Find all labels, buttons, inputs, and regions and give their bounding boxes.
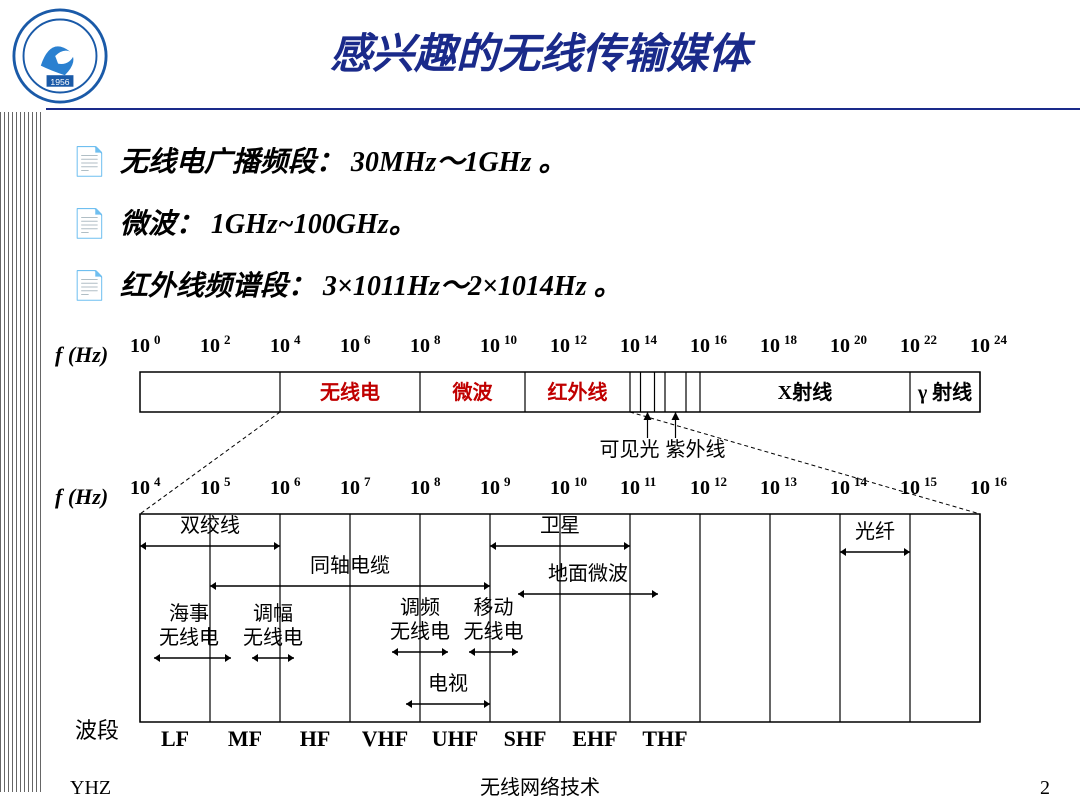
svg-text:11: 11 (644, 474, 656, 489)
svg-text:5: 5 (224, 474, 231, 489)
svg-text:20: 20 (854, 332, 867, 347)
svg-text:10: 10 (690, 477, 710, 499)
svg-text:22: 22 (924, 332, 937, 347)
bullet-text: 无线电广播频段： 30MHz～1GHz 。 (120, 147, 566, 178)
svg-text:10: 10 (690, 335, 710, 357)
svg-text:无线电: 无线电 (390, 620, 450, 643)
svg-text:X射线: X射线 (778, 380, 832, 404)
svg-text:14: 14 (854, 474, 868, 489)
svg-text:16: 16 (714, 332, 728, 347)
svg-text:可见光: 可见光 (600, 438, 660, 461)
svg-text:0: 0 (154, 332, 161, 347)
svg-text:15: 15 (924, 474, 938, 489)
title-underline (46, 108, 1080, 110)
svg-text:10: 10 (620, 335, 640, 357)
svg-text:双绞线: 双绞线 (180, 514, 240, 537)
svg-text:16: 16 (994, 474, 1008, 489)
svg-text:10: 10 (504, 332, 517, 347)
svg-text:MF: MF (228, 726, 262, 751)
bullet-icon: 📄 (72, 271, 107, 302)
svg-text:10: 10 (830, 477, 850, 499)
svg-text:LF: LF (161, 726, 189, 751)
svg-text:10: 10 (410, 335, 430, 357)
svg-text:6: 6 (294, 474, 301, 489)
svg-text:7: 7 (364, 474, 371, 489)
svg-text:f (Hz): f (Hz) (55, 342, 108, 367)
svg-text:10: 10 (200, 477, 220, 499)
svg-text:10: 10 (270, 335, 290, 357)
svg-text:卫星: 卫星 (540, 515, 580, 537)
svg-text:SHF: SHF (504, 726, 547, 751)
svg-text:10: 10 (550, 335, 570, 357)
svg-text:10: 10 (970, 477, 990, 499)
svg-text:6: 6 (364, 332, 371, 347)
svg-text:10: 10 (340, 477, 360, 499)
svg-text:2: 2 (224, 332, 231, 347)
svg-text:10: 10 (620, 477, 640, 499)
svg-text:14: 14 (644, 332, 658, 347)
svg-text:无线电: 无线电 (320, 380, 380, 404)
svg-text:4: 4 (294, 332, 301, 347)
svg-text:10: 10 (760, 477, 780, 499)
svg-text:调频: 调频 (400, 596, 440, 619)
bullet-icon: 📄 (72, 209, 107, 240)
page-title: 感兴趣的无线传输媒体 (0, 20, 1080, 81)
svg-text:EHF: EHF (572, 726, 617, 751)
svg-text:微波: 微波 (452, 380, 494, 404)
svg-text:10: 10 (574, 474, 587, 489)
svg-text:10: 10 (130, 335, 150, 357)
svg-text:红外线: 红外线 (548, 380, 608, 404)
svg-text:4: 4 (154, 474, 161, 489)
bullet-text: 红外线频谱段： 3×1011Hz～2×1014Hz 。 (120, 271, 622, 302)
svg-text:UHF: UHF (432, 726, 478, 751)
svg-text:VHF: VHF (362, 726, 408, 751)
svg-text:无线电: 无线电 (464, 620, 524, 643)
svg-text:10: 10 (480, 335, 500, 357)
spectrum-diagram: f (Hz) 10 0 10 2 10 4 10 6 10 8 10 10 10 12 10 14 10 16 10 1… (0, 330, 1080, 770)
svg-text:10: 10 (830, 335, 850, 357)
bullet-item: 📄 无线电广播频段： 30MHz～1GHz 。 (72, 140, 1052, 180)
svg-text:8: 8 (434, 332, 441, 347)
svg-text:无线电: 无线电 (159, 626, 219, 649)
svg-text:8: 8 (434, 474, 441, 489)
svg-text:移动: 移动 (474, 596, 514, 619)
bullet-item: 📄 红外线频谱段： 3×1011Hz～2×1014Hz 。 (72, 264, 1052, 304)
bullet-item: 📄 微波： 1GHz~100GHz。 (72, 202, 1052, 242)
svg-text:10: 10 (970, 335, 990, 357)
svg-text:同轴电缆: 同轴电缆 (310, 554, 390, 577)
svg-text:12: 12 (574, 332, 587, 347)
bullet-text: 微波： 1GHz~100GHz。 (120, 209, 417, 240)
svg-text:10: 10 (340, 335, 360, 357)
svg-text:10: 10 (550, 477, 570, 499)
svg-text:紫外线: 紫外线 (666, 438, 726, 461)
svg-text:12: 12 (714, 474, 727, 489)
footer-page-number: 2 (1040, 777, 1050, 800)
svg-text:10: 10 (410, 477, 430, 499)
svg-text:10: 10 (760, 335, 780, 357)
svg-text:18: 18 (784, 332, 798, 347)
svg-text:9: 9 (504, 474, 511, 489)
svg-text:地面微波: 地面微波 (548, 562, 628, 585)
svg-text:海事: 海事 (169, 602, 209, 625)
svg-text:24: 24 (994, 332, 1008, 347)
svg-text:f (Hz): f (Hz) (55, 484, 108, 509)
bullet-icon: 📄 (72, 147, 107, 178)
svg-text:10: 10 (270, 477, 290, 499)
svg-text:光纤: 光纤 (855, 520, 895, 543)
svg-text:10: 10 (130, 477, 150, 499)
svg-text:无线电: 无线电 (243, 626, 303, 649)
bullet-list: 📄 无线电广播频段： 30MHz～1GHz 。 📄 微波： 1GHz~100GH… (72, 140, 1052, 326)
svg-text:10: 10 (200, 335, 220, 357)
svg-text:13: 13 (784, 474, 798, 489)
svg-text:10: 10 (900, 477, 920, 499)
footer-title: 无线网络技术 (0, 771, 1080, 800)
svg-text:γ 射线: γ 射线 (917, 380, 972, 404)
svg-text:HF: HF (300, 726, 331, 751)
svg-text:THF: THF (642, 726, 687, 751)
svg-text:调幅: 调幅 (253, 602, 293, 625)
svg-text:10: 10 (900, 335, 920, 357)
svg-text:波段: 波段 (75, 718, 119, 743)
svg-text:10: 10 (480, 477, 500, 499)
svg-text:电视: 电视 (428, 672, 468, 695)
